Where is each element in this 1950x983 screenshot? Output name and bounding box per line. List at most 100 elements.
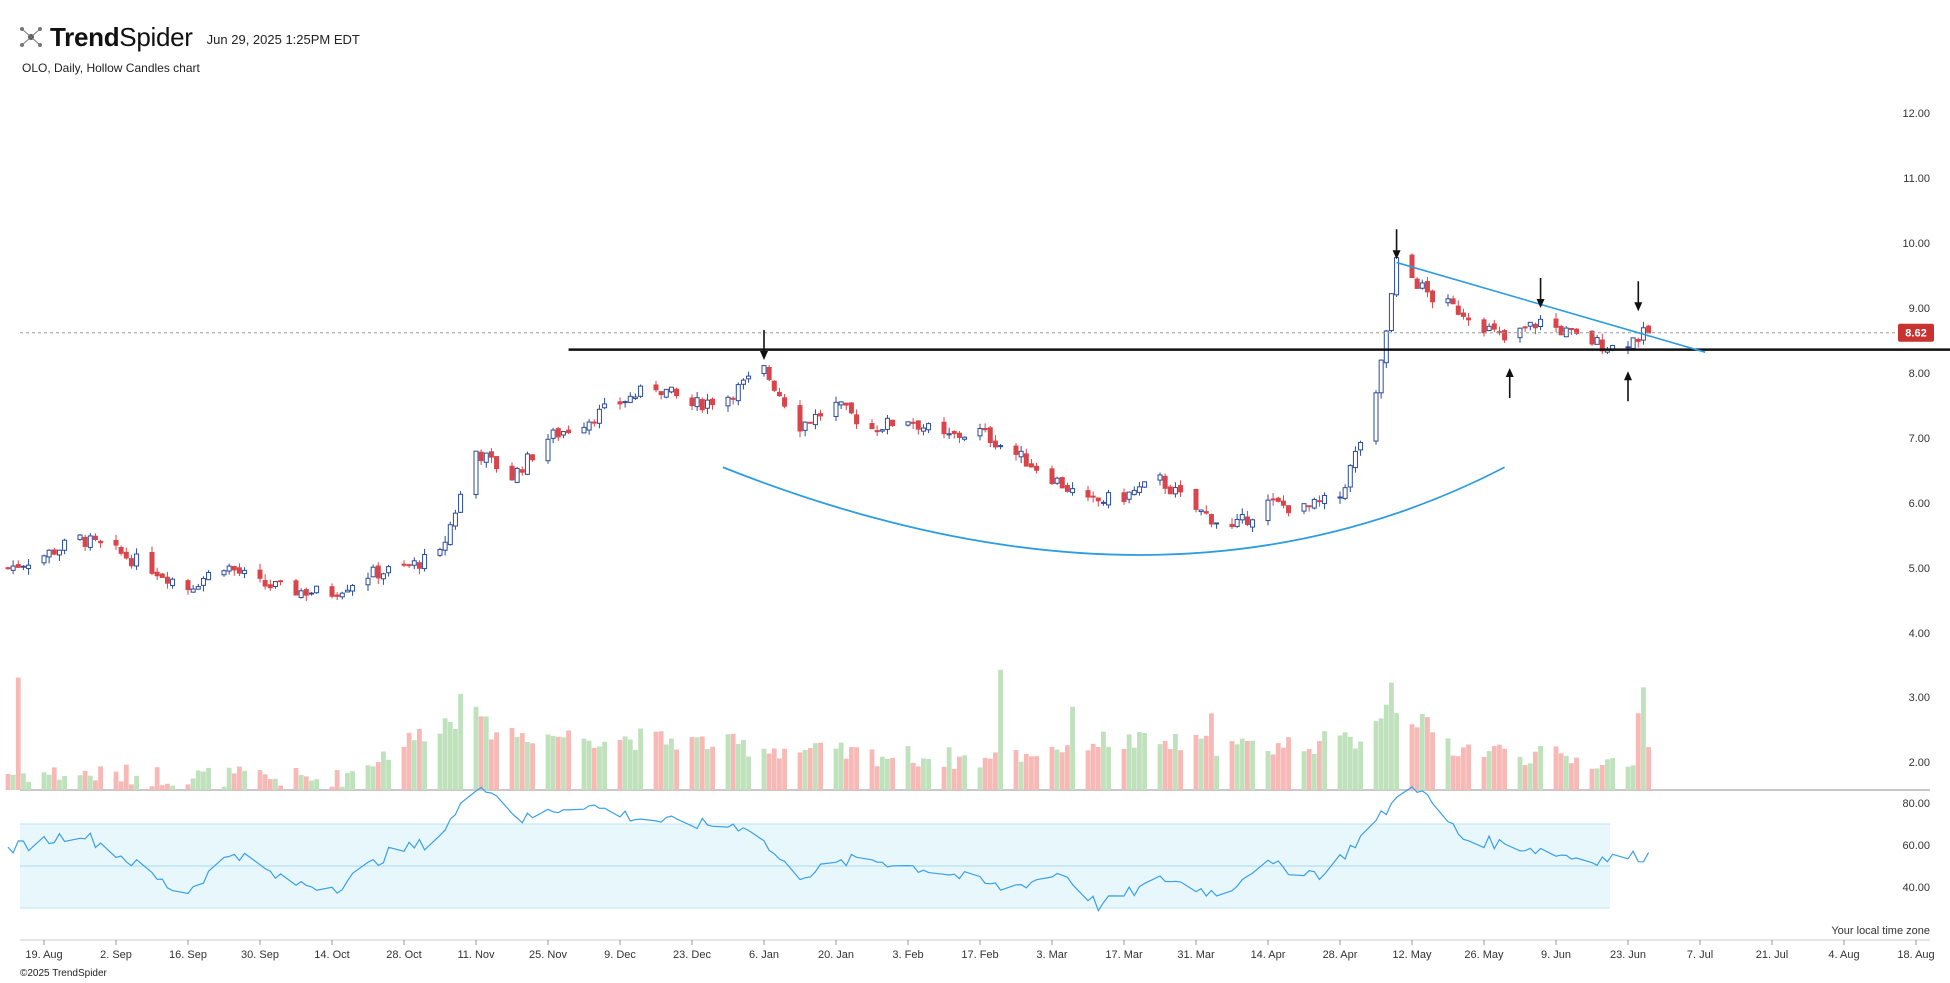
candle-body (494, 456, 500, 470)
candle-body (848, 402, 854, 414)
volume-bar (545, 734, 551, 790)
last-price-tag-bg (1898, 323, 1934, 342)
candle-body (1059, 477, 1065, 489)
volume-bar (982, 757, 988, 790)
volume-bar (586, 740, 592, 790)
candle-body (915, 420, 921, 430)
candle (1034, 462, 1040, 474)
candle (617, 397, 623, 410)
candle-body (1342, 487, 1348, 499)
candle (458, 491, 464, 513)
candle (1162, 473, 1168, 495)
candle (509, 462, 515, 481)
candle-body (411, 560, 417, 566)
volume-bar (1059, 752, 1065, 790)
volume-bars-group (5, 669, 1651, 790)
volume-bar (489, 739, 494, 790)
candle-body (812, 413, 818, 426)
volume-bar (869, 749, 875, 790)
candle (818, 409, 824, 421)
candle-body (370, 566, 376, 578)
volume-bar (1522, 765, 1528, 790)
candle-body (185, 580, 191, 591)
candle-body (1450, 298, 1456, 305)
x-tick-label: 20. Jan (818, 949, 854, 961)
down-arrow-icon (760, 330, 768, 360)
candle-body (699, 399, 705, 411)
volume-bar (1317, 741, 1322, 790)
down-arrow-icon (1536, 278, 1545, 308)
candle (1126, 491, 1132, 504)
candle-body (113, 539, 119, 546)
volume-bar (741, 740, 746, 790)
candle (375, 562, 381, 585)
candle (190, 584, 196, 593)
candle-body (818, 413, 824, 417)
volume-bar (417, 728, 422, 790)
volume-bar (278, 785, 283, 790)
candle-body (746, 375, 752, 380)
candle-body (797, 405, 803, 432)
candle (46, 549, 52, 564)
candle-body (1229, 523, 1235, 528)
candle (735, 382, 741, 406)
candle (10, 560, 16, 575)
volume-bar (10, 774, 16, 790)
volume-bar (1245, 740, 1250, 790)
candle-body (920, 427, 926, 432)
candle (257, 563, 263, 583)
candle (879, 428, 885, 434)
candle-body (1301, 503, 1307, 512)
candle (1568, 327, 1574, 336)
candle-body (1635, 338, 1641, 342)
volume-bar (170, 785, 175, 790)
candle-body (838, 401, 844, 406)
candle-body (1244, 516, 1250, 526)
volume-bar (941, 766, 947, 790)
candle-body (910, 421, 916, 424)
candle (663, 388, 669, 399)
candle-body (416, 562, 422, 569)
candle (998, 443, 1004, 450)
x-tick-label: 23. Jun (1610, 949, 1646, 961)
arrow-head (1624, 371, 1632, 381)
volume-bar (329, 786, 335, 790)
candle-body (524, 453, 530, 475)
candle-body (164, 576, 170, 584)
volume-bar (766, 753, 772, 790)
candle (344, 584, 350, 593)
last-price-tag-label: 8.62 (1905, 328, 1926, 340)
candle-body (735, 384, 741, 402)
arrow-head (1505, 368, 1514, 377)
candle-body (941, 421, 947, 435)
candle (339, 591, 345, 600)
candle-body (1023, 453, 1029, 467)
candle-body (884, 417, 890, 430)
candle-body (1162, 475, 1168, 489)
candle (56, 549, 62, 561)
candle (226, 563, 232, 575)
candle-body (1466, 317, 1472, 321)
candle (1553, 312, 1559, 333)
volume-bar (771, 748, 777, 790)
volume-bar (813, 743, 818, 790)
candle-body (1347, 465, 1353, 488)
volume-bar (5, 774, 11, 790)
candle-body (1481, 319, 1487, 334)
candle (725, 395, 731, 412)
candle (1481, 317, 1487, 337)
volume-bar (597, 746, 602, 790)
candle (1270, 492, 1276, 506)
candle-body (1594, 337, 1600, 345)
candle-body (1424, 281, 1430, 293)
candle (1424, 276, 1430, 298)
candle-body (1049, 468, 1055, 484)
candle (1085, 486, 1091, 502)
volume-bar (1445, 738, 1451, 790)
candle (98, 539, 104, 548)
volume-bar (843, 758, 849, 790)
candle (699, 397, 705, 413)
candle (761, 364, 767, 377)
volume-bar (669, 738, 674, 790)
